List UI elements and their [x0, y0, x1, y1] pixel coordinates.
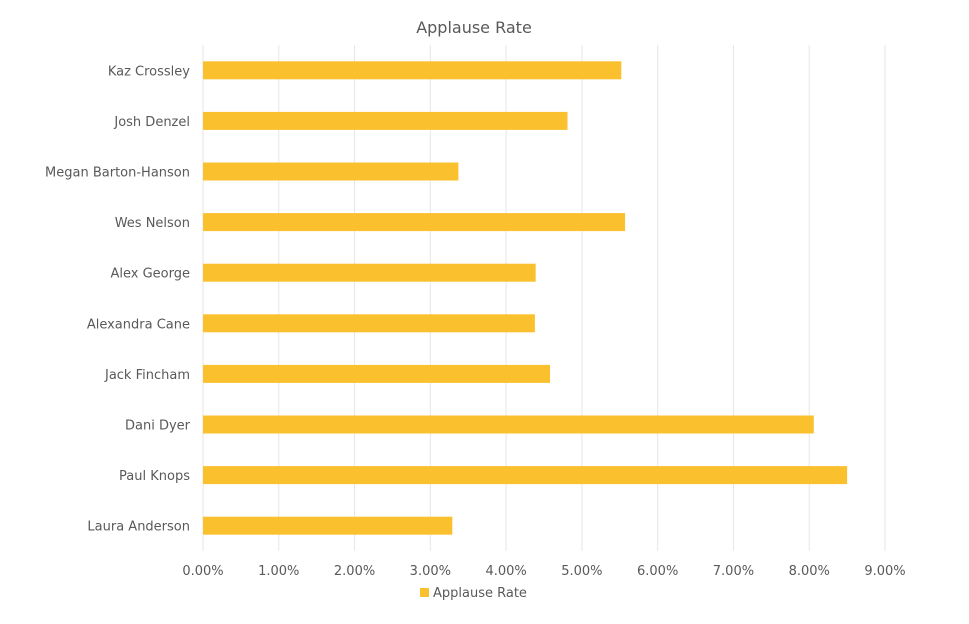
legend: Applause Rate: [420, 586, 527, 601]
x-tick-label: 5.00%: [561, 564, 602, 579]
bar: [203, 61, 622, 80]
category-label: Jack Fincham: [104, 368, 190, 383]
category-label: Dani Dyer: [125, 419, 191, 434]
bar: [203, 364, 551, 383]
x-tick-label: 1.00%: [258, 564, 299, 579]
x-tick-label: 3.00%: [410, 564, 451, 579]
bar: [203, 213, 626, 232]
bar: [203, 263, 536, 282]
x-tick-label: 2.00%: [334, 564, 375, 579]
category-label: Josh Denzel: [113, 115, 190, 130]
category-label: Alex George: [111, 267, 191, 282]
category-label: Laura Anderson: [87, 520, 190, 535]
x-tick-label: 8.00%: [789, 564, 830, 579]
bars: [203, 61, 848, 535]
bar: [203, 516, 453, 535]
category-label: Kaz Crossley: [108, 64, 190, 79]
x-tick-label: 6.00%: [637, 564, 678, 579]
category-labels: Kaz Crossley Josh Denzel Megan Barton-Hans…: [45, 64, 191, 534]
x-tick-label: 7.00%: [713, 564, 754, 579]
bar: [203, 314, 535, 333]
x-axis-tick-labels: 0.00% 1.00% 2.00% 3.00% 4.00% 5.00% 6.00% 7.00%…: [182, 564, 905, 579]
bar: [203, 162, 459, 181]
bar: [203, 415, 814, 434]
legend-label: Applause Rate: [433, 586, 527, 601]
bar: [203, 466, 848, 485]
category-label: Paul Knops: [119, 469, 190, 484]
x-tick-label: 9.00%: [864, 564, 905, 579]
category-label: Megan Barton-Hanson: [45, 166, 190, 181]
category-label: Wes Nelson: [115, 216, 190, 231]
legend-swatch: [420, 588, 429, 597]
chart-title: Applause Rate: [416, 18, 532, 37]
category-label: Alexandra Cane: [87, 317, 190, 332]
x-tick-label: 0.00%: [182, 564, 223, 579]
bar: [203, 111, 568, 130]
x-tick-label: 4.00%: [485, 564, 526, 579]
